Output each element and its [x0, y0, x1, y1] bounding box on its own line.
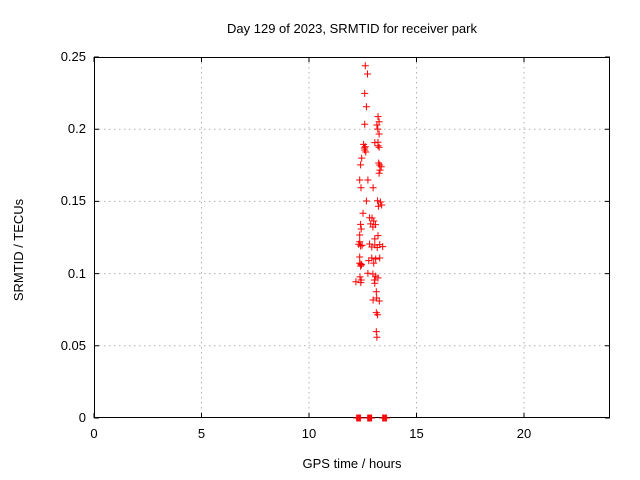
x-tick-label: 20 [516, 426, 532, 441]
data-points [352, 62, 391, 422]
y-tick-label: 0.1 [67, 265, 86, 281]
x-tick-label: 5 [197, 426, 206, 441]
x-tick-label: 15 [409, 426, 424, 441]
scatter-plot-canvas [93, 56, 610, 422]
x-axis-title: GPS time / hours [302, 456, 402, 471]
y-tick-label: 0.15 [60, 193, 86, 209]
y-axis-title: SRMTID / TECUs [11, 198, 26, 302]
chart-title: Day 129 of 2023, SRMTID for receiver par… [227, 21, 477, 36]
x-tick-label: 0 [90, 426, 98, 441]
plot-border [94, 57, 610, 418]
y-tick-label: 0.05 [60, 337, 86, 353]
gridlines [94, 57, 610, 418]
y-tick-label: 0 [78, 410, 86, 425]
x-tick-label: 10 [301, 426, 317, 441]
y-tick-label: 0.25 [60, 49, 86, 64]
tick-marks [93, 56, 610, 419]
plot-area [93, 56, 610, 422]
y-tick-label: 0.2 [67, 121, 86, 137]
